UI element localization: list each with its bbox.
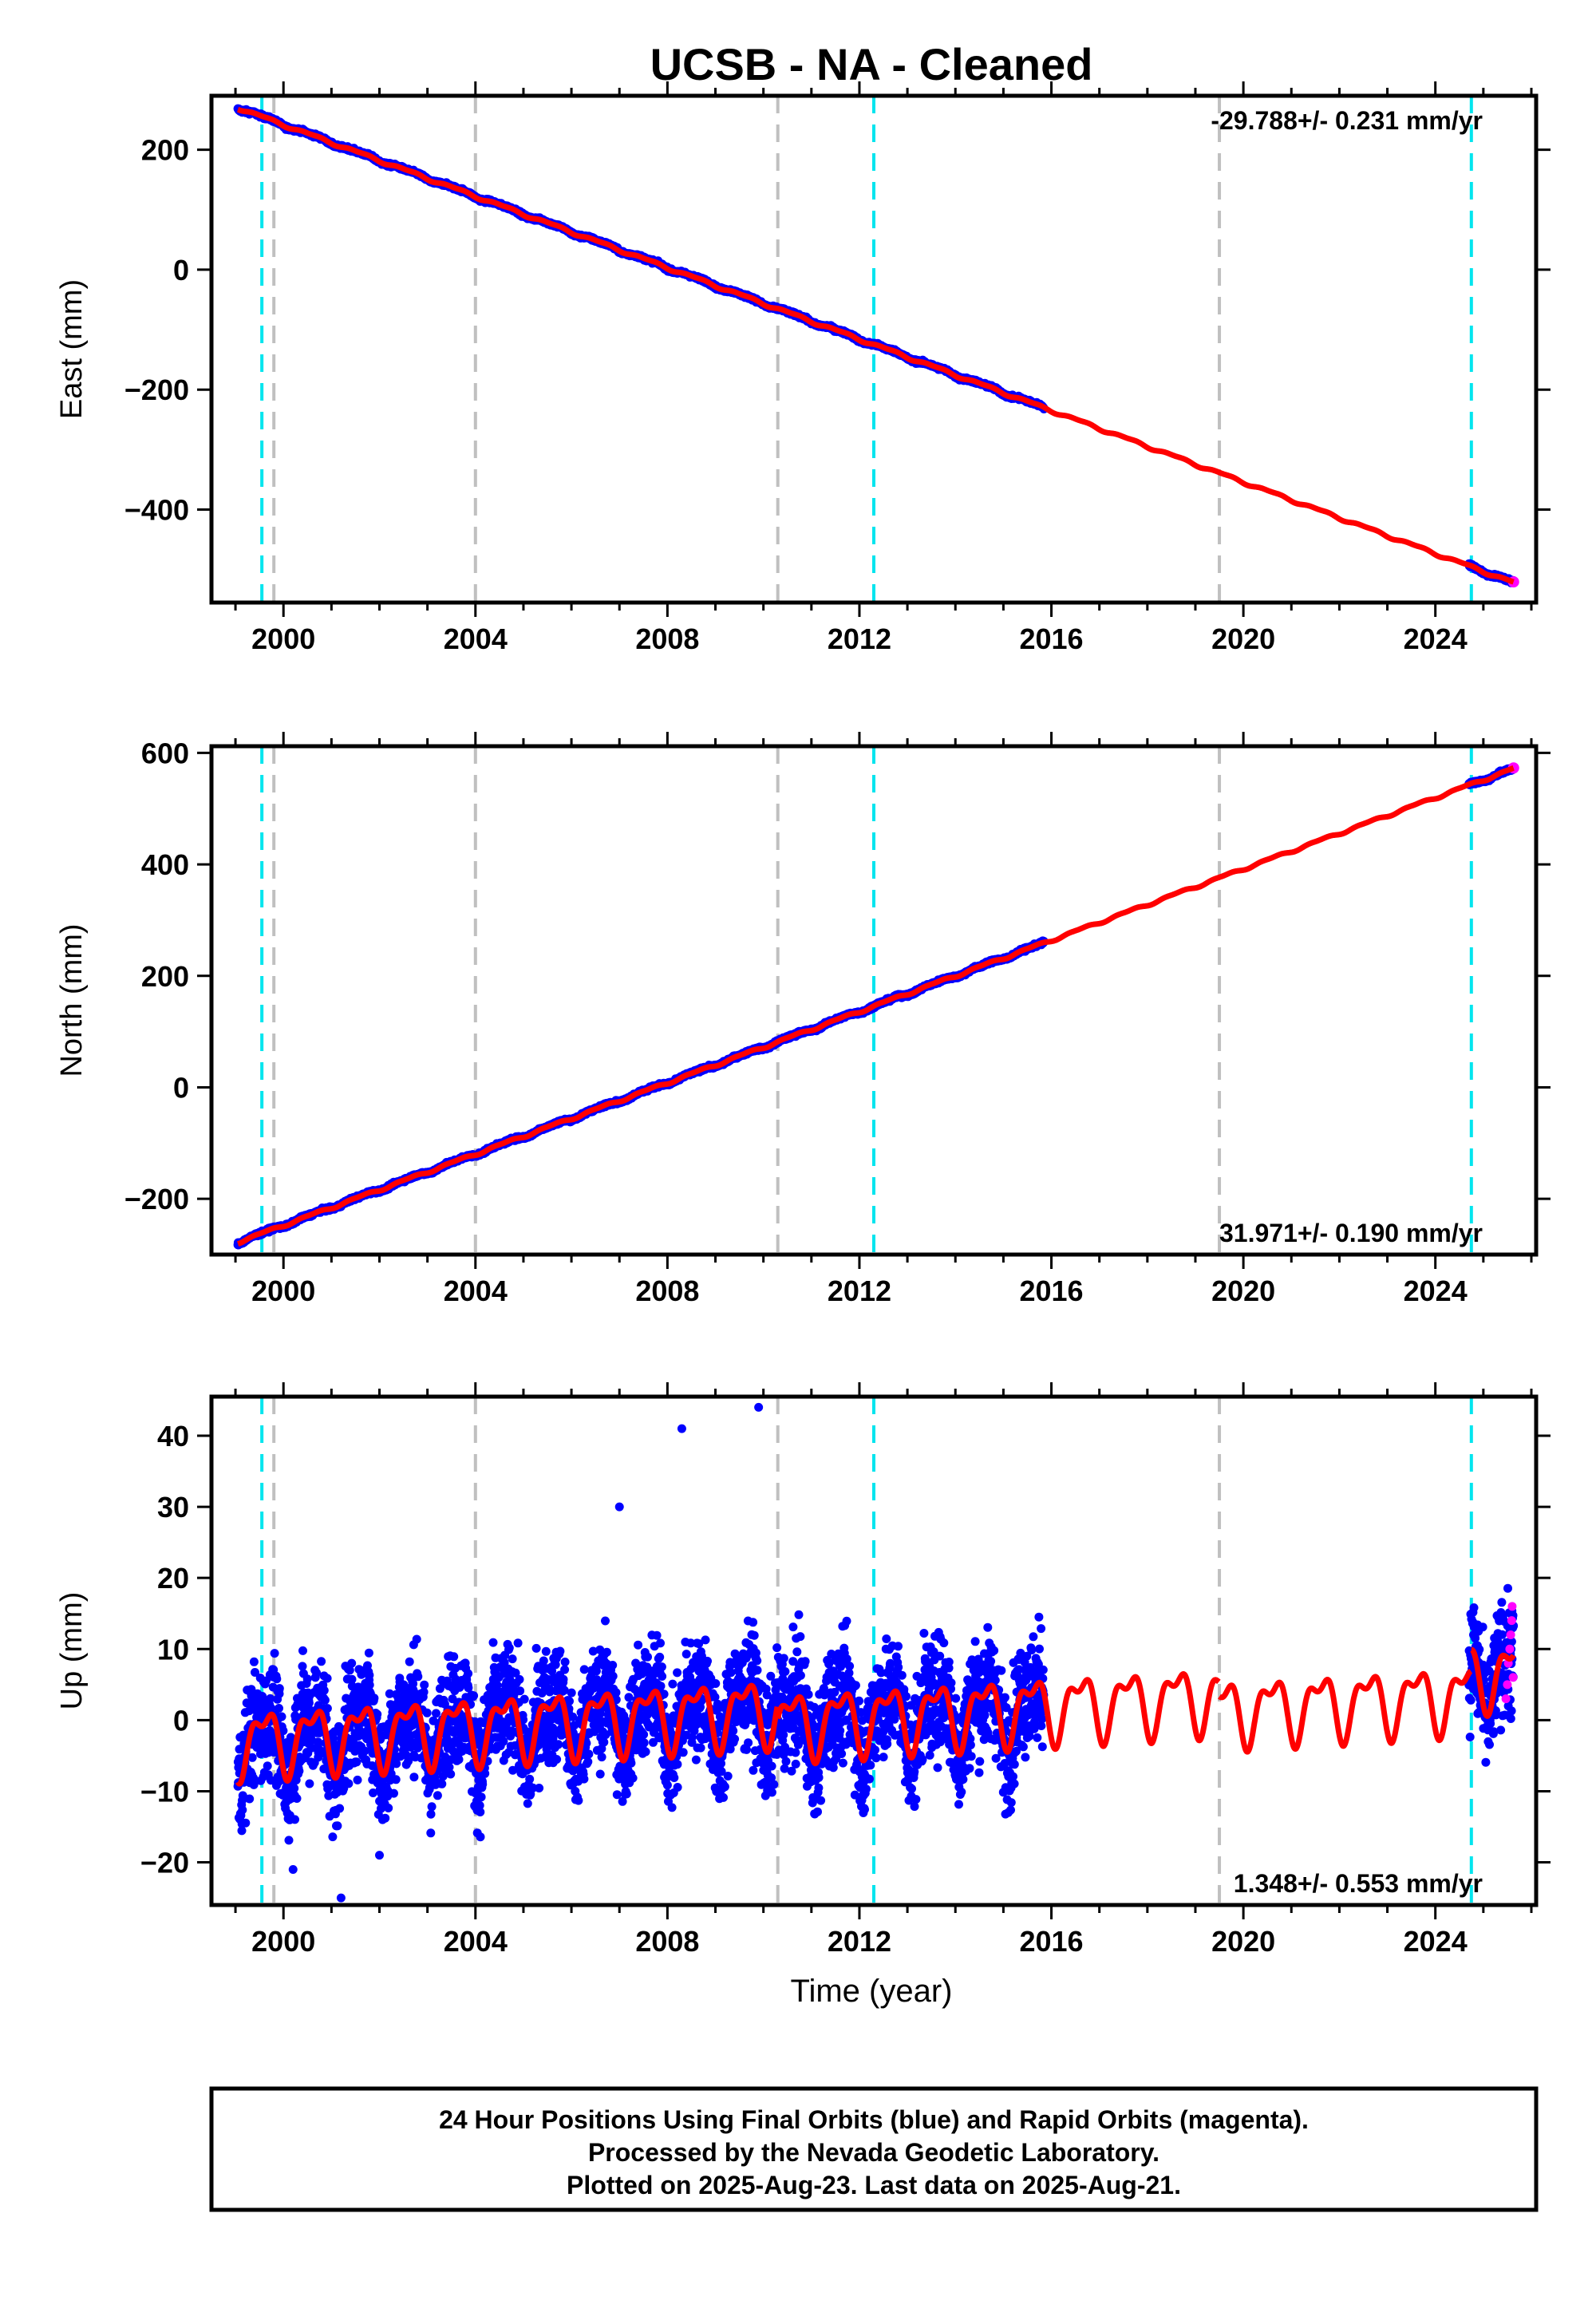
x-tick-label: 2024 (1404, 622, 1468, 655)
y-tick-label: 0 (173, 254, 189, 287)
x-tick-label: 2016 (1019, 622, 1083, 655)
rate-annotation: -29.788+/- 0.231 mm/yr (1211, 106, 1483, 135)
x-tick-label: 2012 (828, 622, 891, 655)
x-tick-label: 2008 (635, 622, 699, 655)
chart-title: UCSB - NA - Cleaned (650, 39, 1093, 89)
y-tick-label: −400 (124, 494, 189, 527)
x-tick-label: 2020 (1211, 622, 1275, 655)
y-axis-label: East (mm) (55, 279, 89, 419)
y-tick-label: 200 (141, 134, 189, 167)
x-tick-label: 2000 (251, 622, 315, 655)
x-tick-label: 2004 (444, 622, 508, 655)
y-tick-label: −200 (124, 373, 189, 406)
